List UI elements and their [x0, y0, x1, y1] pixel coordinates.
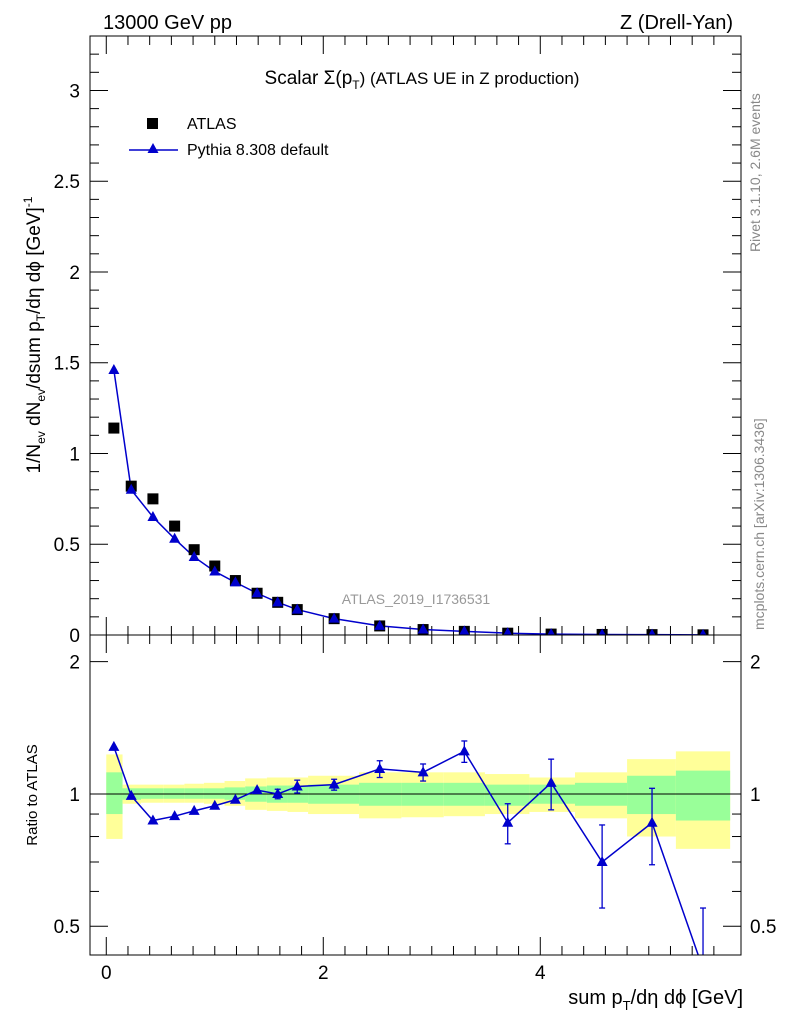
main-y-tick-label: 3: [69, 81, 80, 102]
plot-title: Scalar Σ(pT) (ATLAS UE in Z production): [265, 68, 580, 92]
legend-atlas-marker: [147, 118, 158, 129]
ratio-point: [458, 745, 470, 756]
pythia-point: [417, 623, 429, 634]
ratio-y-tick-label-left: 1: [69, 785, 80, 806]
ratio-y-tick-label-left: 0.5: [54, 917, 80, 938]
ratio-y-tick-label-left: 2: [69, 653, 80, 674]
pythia-point: [699, 628, 707, 635]
ratio-panel-frame: [89, 634, 742, 956]
ratio-point: [209, 799, 221, 810]
main-y-axis-label: 1/Nev dNev/dsum pT/dη dϕ [GeV]-1: [21, 196, 48, 473]
atlas-point: [188, 544, 200, 556]
x-tick-label: 0: [101, 963, 112, 984]
ratio-point: [272, 787, 284, 798]
legend-atlas-label: ATLAS: [187, 116, 237, 133]
ratio-point: [502, 816, 514, 827]
main-panel-data: [108, 363, 709, 635]
ratio-point: [169, 810, 181, 821]
x-axis-label: sum pT/dη dϕ [GeV]: [568, 987, 743, 1013]
main-y-tick-label: 0: [69, 626, 80, 647]
ratio-point: [328, 778, 340, 789]
pythia-point: [251, 587, 263, 598]
pythia-point: [374, 619, 386, 630]
atlas-point: [169, 520, 181, 532]
pythia-point: [598, 628, 606, 635]
main-panel-ticks: [90, 35, 741, 636]
pythia-point: [272, 596, 284, 607]
ratio-uncertainty-bands: [106, 751, 731, 849]
ratio-panel-data: [108, 740, 709, 973]
ratio-point: [108, 740, 120, 751]
main-y-tick-label: 2.5: [54, 172, 80, 193]
ratio-y-tick-label-right: 0.5: [750, 917, 776, 938]
main-y-tick-label: 1: [69, 444, 80, 465]
main-panel-y-tick-labels: 0 0.5 1 1.5 2 2.5 3: [54, 81, 80, 647]
ratio-y-tick-label-right: 2: [750, 653, 761, 674]
ratio-point: [698, 963, 709, 973]
legend-pythia-label: Pythia 8.308 default: [187, 142, 329, 159]
rivet-version-label: Rivet 3.1.10, 2.6M events: [747, 93, 763, 252]
main-y-tick-label: 0.5: [54, 535, 80, 556]
ratio-y-tick-label-right: 1: [750, 785, 761, 806]
ratio-point: [374, 762, 386, 773]
ratio-panel-ticks: [90, 635, 741, 955]
pythia-point: [147, 511, 159, 522]
band-inner: [484, 784, 530, 806]
pythia-point: [229, 576, 241, 587]
x-tick-label: 4: [535, 963, 546, 984]
ratio-point: [417, 766, 429, 777]
pythia-point: [169, 532, 181, 543]
ratio-y-axis-label: Ratio to ATLAS: [24, 744, 41, 845]
pythia-point: [503, 627, 513, 635]
ratio-point: [125, 789, 137, 800]
atlas-point: [108, 422, 120, 434]
main-y-tick-label: 1.5: [54, 354, 80, 375]
atlas-point: [147, 493, 159, 505]
ratio-point: [229, 793, 241, 804]
ratio-point: [147, 814, 159, 825]
ratio-panel-x-tick-labels: 0 2 4: [101, 963, 546, 984]
pythia-point: [125, 483, 137, 494]
mcplots-reference-label: mcplots.cern.ch [arXiv:1306.3436]: [751, 418, 767, 630]
ratio-panel: 0.5 0.5 1 1 2 2 0 2 4 Ratio to ATLAS sum pT/dη …: [24, 634, 777, 1013]
process-label: Z (Drell-Yan): [620, 12, 733, 34]
legend-entry-atlas: ATLAS: [147, 116, 237, 133]
x-tick-label: 2: [318, 963, 329, 984]
main-y-tick-label: 2: [69, 263, 80, 284]
pythia-point: [547, 628, 555, 635]
pythia-point: [459, 625, 470, 635]
ratio-point: [596, 856, 608, 867]
legend-entry-pythia: Pythia 8.308 default: [129, 142, 329, 159]
main-panel: 0 0.5 1 1.5 2 2.5 3 Scalar Σ(pT) (ATLAS UE in …: [21, 35, 742, 647]
legend-pythia-marker: [147, 143, 159, 153]
pythia-point: [188, 550, 200, 561]
ratio-point: [188, 804, 200, 815]
ratio-point: [545, 776, 557, 787]
beam-energy-label: 13000 GeV pp: [103, 12, 232, 34]
pythia-point: [108, 363, 120, 374]
legend: ATLAS Pythia 8.308 default: [129, 116, 329, 159]
ratio-point: [291, 780, 303, 791]
band-inner: [106, 772, 123, 815]
ratio-point: [646, 816, 658, 827]
pythia-point: [209, 565, 221, 576]
pythia-point: [328, 612, 340, 623]
ratio-point: [251, 784, 263, 795]
ratio-panel-y-tick-labels: 0.5 0.5 1 1 2 2: [54, 653, 777, 939]
pythia-point: [648, 628, 656, 635]
band-inner: [675, 770, 731, 821]
pythia-point: [291, 603, 303, 614]
analysis-id-watermark: ATLAS_2019_I1736531: [342, 591, 491, 607]
